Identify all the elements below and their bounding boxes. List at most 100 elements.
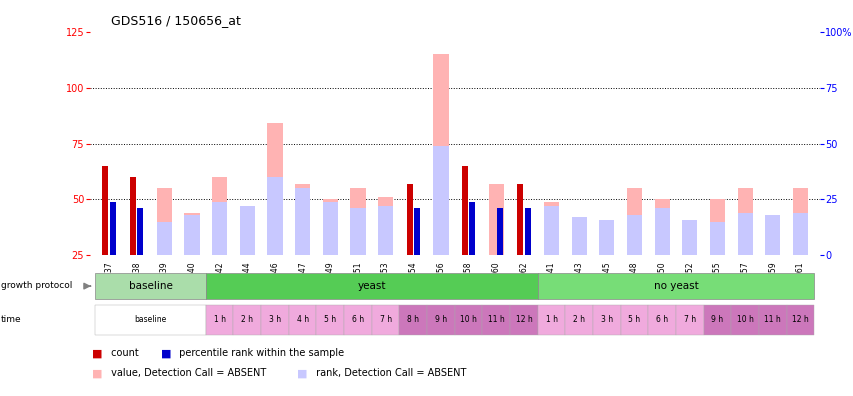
Bar bbox=[193, 255, 199, 311]
Bar bbox=[414, 208, 420, 255]
Bar bbox=[765, 255, 771, 311]
Bar bbox=[212, 177, 227, 255]
Text: 7 h: 7 h bbox=[379, 315, 392, 324]
Bar bbox=[130, 177, 136, 255]
Text: 10 h: 10 h bbox=[736, 315, 752, 324]
Bar bbox=[709, 200, 724, 255]
Bar bbox=[206, 273, 537, 299]
Bar bbox=[773, 255, 779, 311]
Bar bbox=[322, 200, 338, 255]
Text: 1 h: 1 h bbox=[545, 315, 557, 324]
Bar bbox=[745, 255, 751, 311]
Bar bbox=[109, 202, 116, 255]
Bar bbox=[489, 255, 495, 311]
Bar bbox=[351, 255, 357, 311]
Text: 9 h: 9 h bbox=[434, 315, 446, 324]
Bar bbox=[184, 213, 200, 255]
Bar bbox=[102, 166, 108, 255]
Text: baseline: baseline bbox=[134, 315, 166, 324]
Bar bbox=[102, 255, 117, 311]
Bar bbox=[220, 255, 226, 311]
Bar bbox=[454, 305, 482, 335]
Bar bbox=[620, 305, 647, 335]
Bar bbox=[800, 255, 806, 311]
Bar bbox=[461, 255, 476, 311]
Bar bbox=[689, 255, 696, 311]
Bar bbox=[758, 305, 786, 335]
Bar bbox=[592, 305, 620, 335]
Bar bbox=[709, 222, 724, 255]
Bar bbox=[247, 255, 253, 311]
Bar bbox=[461, 166, 467, 255]
Bar bbox=[543, 206, 559, 255]
Bar bbox=[682, 255, 697, 311]
Bar bbox=[102, 255, 117, 311]
Bar bbox=[206, 305, 233, 335]
Bar bbox=[95, 273, 206, 299]
Bar bbox=[129, 255, 144, 311]
Bar bbox=[764, 255, 780, 311]
Bar bbox=[468, 202, 475, 255]
Bar bbox=[158, 255, 164, 311]
Bar bbox=[537, 273, 814, 299]
Bar bbox=[185, 255, 191, 311]
Bar bbox=[261, 305, 288, 335]
Bar bbox=[426, 305, 454, 335]
Bar bbox=[786, 305, 814, 335]
Bar bbox=[655, 255, 661, 311]
Bar bbox=[572, 255, 578, 311]
Bar bbox=[676, 305, 703, 335]
Bar bbox=[323, 255, 329, 311]
Text: 4 h: 4 h bbox=[296, 315, 308, 324]
Bar bbox=[267, 124, 282, 255]
Bar bbox=[212, 255, 219, 311]
Text: 3 h: 3 h bbox=[269, 315, 281, 324]
Text: 6 h: 6 h bbox=[351, 315, 363, 324]
Bar bbox=[296, 255, 302, 311]
Bar bbox=[737, 213, 751, 255]
Bar bbox=[288, 305, 316, 335]
Text: 10 h: 10 h bbox=[460, 315, 477, 324]
Bar bbox=[653, 208, 669, 255]
Bar bbox=[537, 305, 565, 335]
Bar bbox=[571, 217, 586, 255]
Text: 9 h: 9 h bbox=[711, 315, 722, 324]
Text: 1 h: 1 h bbox=[213, 315, 225, 324]
Bar bbox=[95, 305, 206, 335]
Bar bbox=[294, 188, 310, 255]
Bar bbox=[165, 255, 171, 311]
Bar bbox=[441, 255, 447, 311]
Bar bbox=[717, 255, 723, 311]
Bar bbox=[240, 206, 255, 255]
Text: 12 h: 12 h bbox=[792, 315, 808, 324]
Bar bbox=[379, 255, 385, 311]
Text: 2 h: 2 h bbox=[572, 315, 584, 324]
Bar bbox=[703, 305, 730, 335]
Bar bbox=[737, 188, 751, 255]
Bar bbox=[662, 255, 668, 311]
Text: 5 h: 5 h bbox=[324, 315, 336, 324]
Text: growth protocol: growth protocol bbox=[1, 282, 73, 290]
Bar bbox=[433, 255, 440, 311]
Bar bbox=[386, 255, 392, 311]
Bar bbox=[350, 208, 365, 255]
Text: 12 h: 12 h bbox=[515, 315, 531, 324]
Bar bbox=[543, 202, 559, 255]
Bar bbox=[496, 208, 502, 255]
Text: rank, Detection Call = ABSENT: rank, Detection Call = ABSENT bbox=[312, 368, 466, 378]
Bar bbox=[157, 222, 171, 255]
Text: 2 h: 2 h bbox=[241, 315, 253, 324]
Bar bbox=[482, 305, 509, 335]
Bar bbox=[516, 255, 531, 311]
Text: yeast: yeast bbox=[357, 281, 386, 291]
Text: ■: ■ bbox=[297, 368, 307, 378]
Bar bbox=[432, 146, 448, 255]
Bar bbox=[764, 215, 780, 255]
Text: baseline: baseline bbox=[129, 281, 172, 291]
Text: ■: ■ bbox=[92, 348, 102, 358]
Bar bbox=[344, 305, 371, 335]
Bar bbox=[322, 202, 338, 255]
Bar bbox=[524, 208, 530, 255]
Bar bbox=[129, 255, 144, 311]
Bar bbox=[267, 177, 282, 255]
